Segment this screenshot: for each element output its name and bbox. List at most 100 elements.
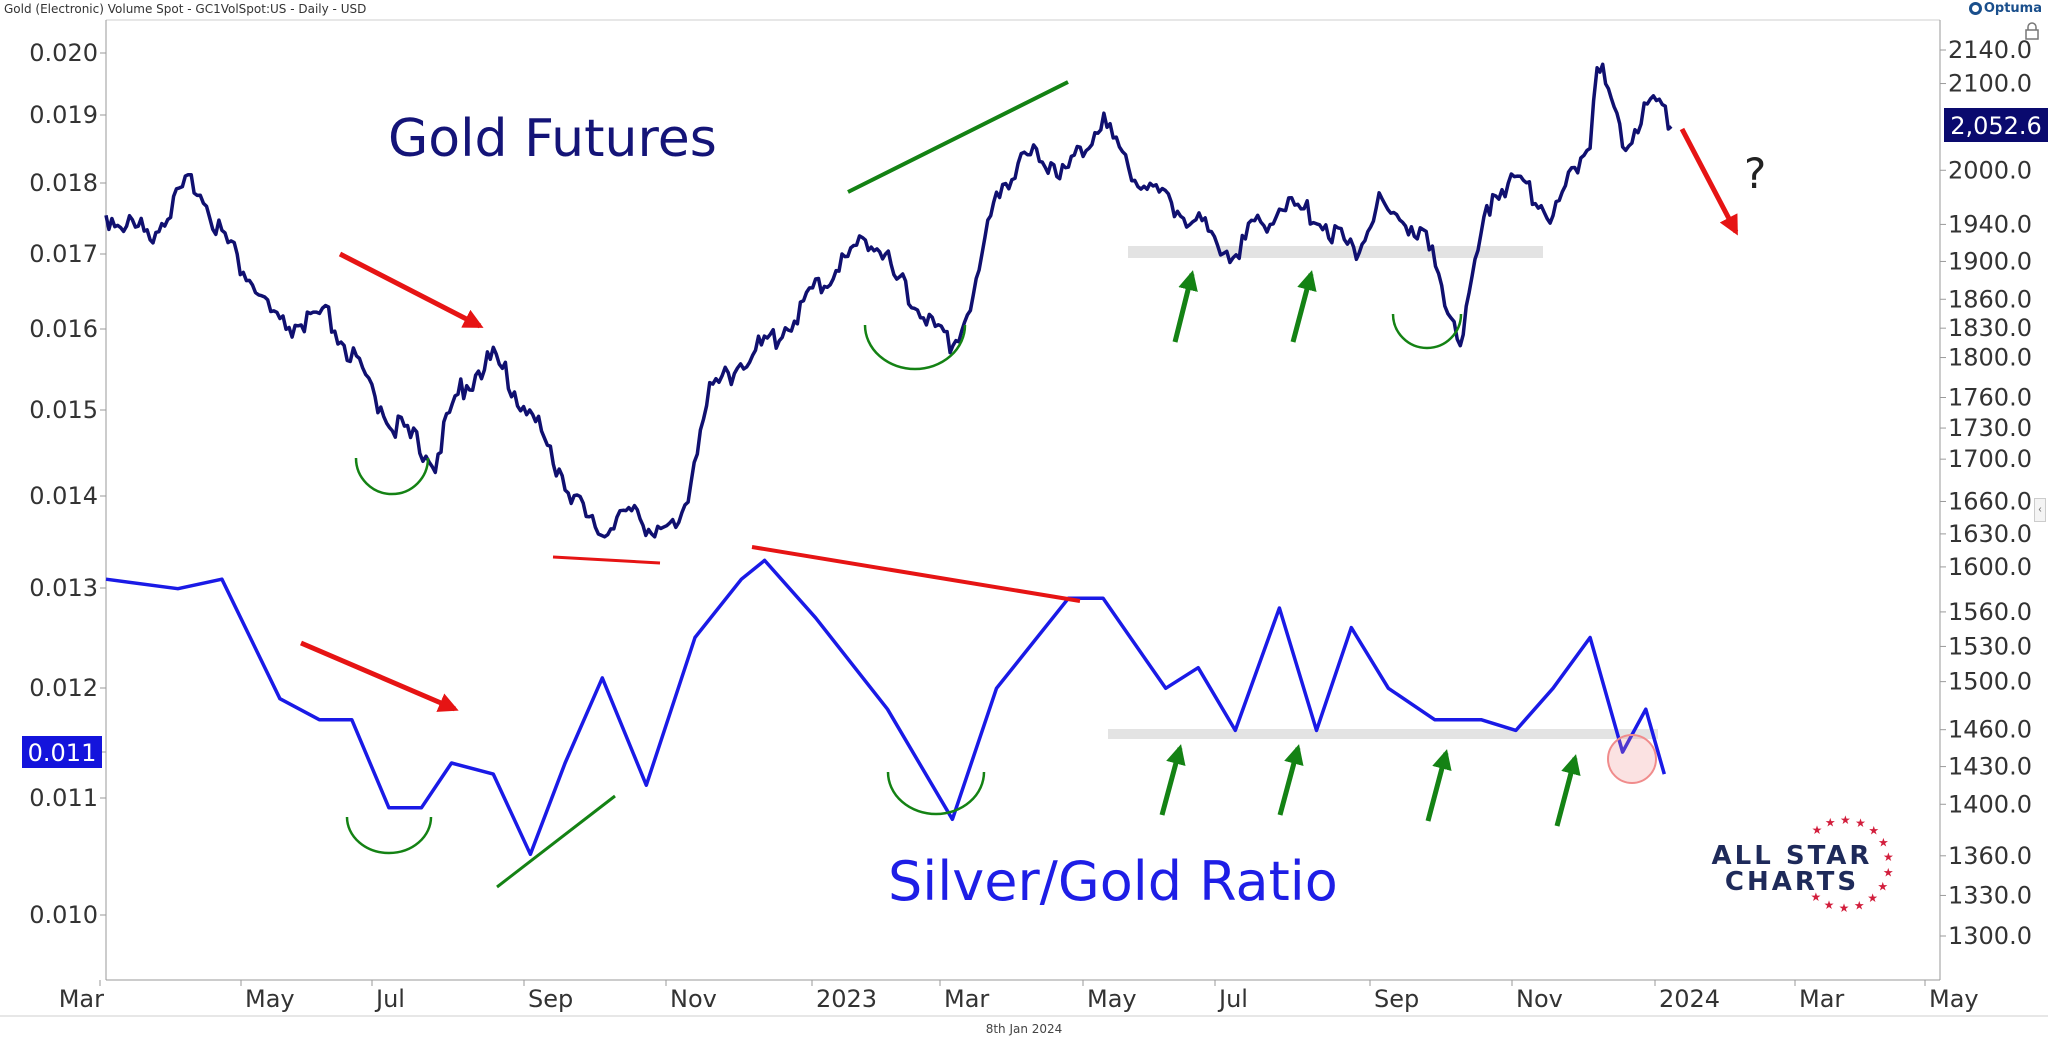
ratio-breakdown-highlight — [1607, 734, 1657, 784]
logo-line-1: ALL STAR — [1712, 841, 1873, 871]
ratio-support-band — [1108, 729, 1658, 739]
left-tick-label: 0.020 — [29, 39, 98, 67]
chart-title: Gold (Electronic) Volume Spot - GC1VolSp… — [4, 2, 367, 16]
x-tick-label: Mar — [59, 985, 104, 1013]
right-tick-label: 1560.0 — [1948, 598, 2032, 626]
right-tick-label: 2000.0 — [1948, 156, 2032, 184]
gold-support-band — [1128, 246, 1543, 258]
gold-uptrend-line — [847, 80, 1069, 194]
ratio-last-value-badge — [22, 736, 102, 768]
gold-down-arrow — [338, 251, 484, 329]
ratio-up-arrow-1 — [1159, 744, 1186, 816]
gold-up-arrow-2 — [1290, 270, 1317, 343]
x-tick-label: May — [1929, 985, 1979, 1013]
x-tick-label: Mar — [1799, 985, 1844, 1013]
ratio-up-arrow-2 — [1277, 744, 1304, 816]
right-tick-label: 1900.0 — [1948, 247, 2032, 275]
x-tick-label: Mar — [944, 985, 989, 1013]
ratio-down-arrow — [300, 640, 459, 712]
logo-star: ★ — [1868, 824, 1879, 838]
gold-last-price-badge — [1944, 108, 2048, 142]
ratio-up-arrow-4 — [1554, 754, 1581, 827]
right-tick-label: 1360.0 — [1948, 842, 2032, 870]
x-tick-label: Sep — [1374, 985, 1419, 1013]
gold-futures-series-line — [104, 62, 1673, 539]
allstarcharts-logo: ALL STAR CHARTS ★★ ★ ★★★★★★★★★★★ — [1712, 813, 1894, 915]
ratio-downtrend-line — [751, 545, 1081, 603]
x-tick-label: 2024 — [1659, 985, 1720, 1013]
right-tick-label: 1460.0 — [1948, 716, 2032, 744]
logo-star: ★ — [1883, 850, 1894, 864]
silver-gold-ratio-label: Silver/Gold Ratio — [888, 850, 1338, 913]
chart-date: 8th Jan 2024 — [985, 1022, 1063, 1036]
left-tick-label: 0.017 — [29, 240, 98, 268]
chart-header: Gold (Electronic) Volume Spot - GC1VolSp… — [0, 0, 2048, 20]
logo-stars-icon: ★★ ★ ★★★★★★★★★★★ — [1811, 813, 1894, 915]
x-tick-label: Jul — [1217, 985, 1248, 1013]
logo-star: ★ — [1839, 901, 1850, 915]
right-tick-label: 1940.0 — [1948, 210, 2032, 238]
ratio-up-arrow-3 — [1425, 749, 1452, 822]
left-tick-label: 0.015 — [29, 396, 98, 424]
gold-futures-label: Gold Futures — [388, 109, 717, 169]
logo-star: ★ — [1854, 899, 1865, 913]
gold-last-price-label: 2,052.6 — [1950, 112, 2042, 140]
optuma-logo-icon — [1968, 2, 1982, 15]
ratio-bowl-1 — [345, 816, 433, 855]
gold-low-line — [552, 555, 661, 565]
logo-star: ★ — [1840, 813, 1851, 827]
optuma-brand[interactable]: Optuma — [1968, 1, 2042, 16]
logo-star: ★ — [1867, 891, 1878, 905]
right-tick-label: 2140.0 — [1948, 36, 2032, 64]
right-tick-label: 1700.0 — [1948, 445, 2032, 473]
right-tick-label: 1400.0 — [1948, 790, 2032, 818]
ratio-bowl-2 — [886, 771, 986, 816]
x-tick-label: May — [245, 985, 295, 1013]
left-tick-label: 0.011 — [29, 784, 98, 812]
x-tick-label: Sep — [528, 985, 573, 1013]
left-tick-label: 0.018 — [29, 169, 98, 197]
logo-star: ★ — [1883, 865, 1894, 879]
gold-up-arrow-1 — [1172, 270, 1198, 343]
logo-star: ★ — [1877, 880, 1888, 894]
optuma-brand-label: Optuma — [1983, 1, 2042, 16]
x-axis: Mar May Jul Sep Nov 2023 Mar May Jul Sep Nov 2024 Ma… — [59, 980, 1979, 1013]
series-layer — [104, 62, 1673, 857]
logo-star: ★ — [1812, 823, 1823, 837]
right-tick-label: 1330.0 — [1948, 881, 2032, 909]
right-tick-label: 1630.0 — [1948, 520, 2032, 548]
right-tick-label: 1860.0 — [1948, 285, 2032, 313]
left-tick-label: 0.010 — [29, 901, 98, 929]
forecast-down-arrow — [1679, 127, 1739, 236]
right-tick-label: 1430.0 — [1948, 753, 2032, 781]
right-tick-label: 1300.0 — [1948, 922, 2032, 950]
left-tick-label: 0.019 — [29, 101, 98, 129]
x-tick-label: Nov — [1516, 985, 1563, 1013]
logo-star: ★ — [1824, 898, 1835, 912]
x-tick-label: 2023 — [816, 985, 877, 1013]
panel-collapse-icon[interactable]: ‹ — [2034, 498, 2046, 522]
left-tick-label: 0.012 — [29, 674, 98, 702]
lock-icon[interactable] — [2024, 22, 2040, 40]
gold-bowl-2 — [863, 324, 967, 371]
logo-star: ★ — [1855, 816, 1866, 830]
logo-star: ★ — [1811, 890, 1822, 904]
left-tick-label: 0.016 — [29, 315, 98, 343]
right-y-axis: 2140.0 2100.0 2000.0 1940.0 1900.0 1860.01830… — [1940, 36, 2032, 950]
right-tick-label: 1830.0 — [1948, 314, 2032, 342]
ratio-uptrend-line — [496, 794, 616, 889]
x-tick-label: Nov — [670, 985, 717, 1013]
right-tick-label: 1730.0 — [1948, 414, 2032, 442]
left-tick-label: 0.014 — [29, 482, 98, 510]
right-tick-label: 1500.0 — [1948, 668, 2032, 696]
right-tick-label: 1660.0 — [1948, 487, 2032, 515]
silver-gold-ratio-series-line — [105, 558, 1666, 857]
gold-bowl-3 — [1391, 313, 1463, 350]
right-tick-label: 1760.0 — [1948, 383, 2032, 411]
forecast-question-mark: ? — [1744, 149, 1766, 198]
x-tick-label: Jul — [374, 985, 405, 1013]
left-tick-label: 0.013 — [29, 574, 98, 602]
logo-star: ★ — [1878, 836, 1889, 850]
gold-bowl-1 — [354, 457, 430, 496]
